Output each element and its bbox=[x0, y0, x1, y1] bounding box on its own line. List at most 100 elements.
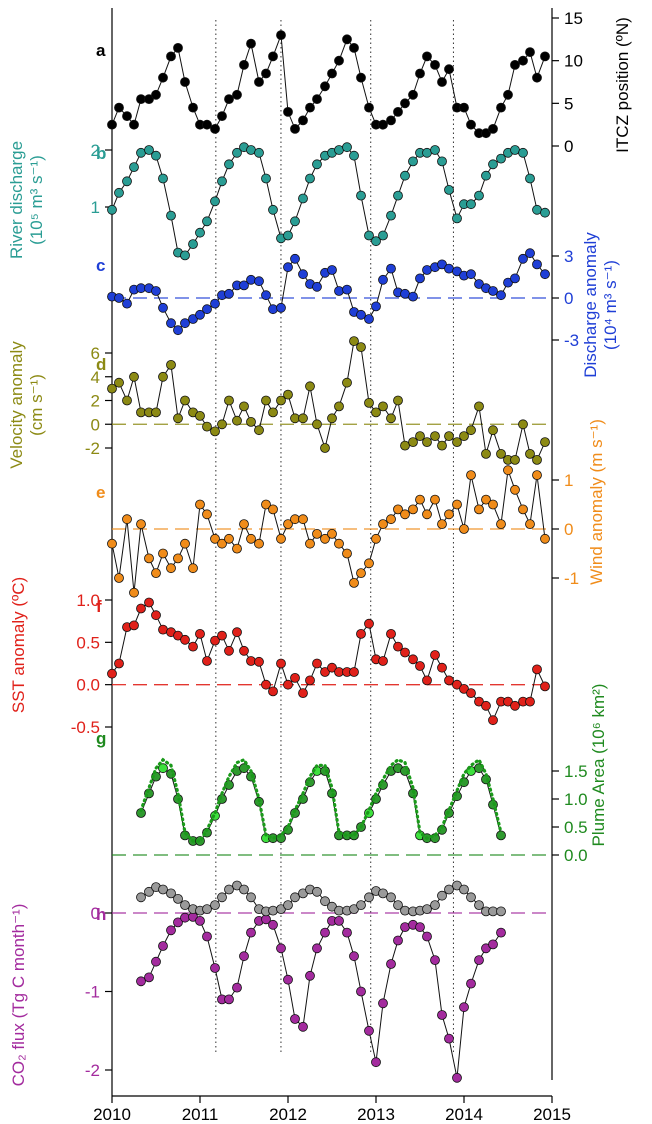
data-point-a bbox=[459, 102, 469, 113]
data-point-c bbox=[276, 302, 286, 313]
data-point-e bbox=[444, 509, 454, 520]
data-point-b bbox=[107, 204, 117, 215]
data-point-b bbox=[224, 159, 234, 170]
data-point-b bbox=[452, 213, 462, 224]
data-point-c bbox=[239, 280, 249, 291]
data-point-a bbox=[415, 68, 425, 79]
data-point-d bbox=[334, 401, 344, 412]
y-axis-label-d: Velocity anomaly(cm s⁻¹) bbox=[7, 341, 46, 469]
data-point-d bbox=[239, 401, 249, 412]
data-point-e bbox=[437, 519, 447, 529]
data-point-a bbox=[283, 107, 293, 117]
data-point-h bbox=[173, 917, 183, 928]
data-point-f bbox=[400, 647, 410, 658]
data-point-b bbox=[444, 184, 454, 195]
y-tick-label-f: 0.5 bbox=[76, 633, 100, 652]
data-point-f bbox=[312, 658, 322, 669]
data-point-d bbox=[305, 381, 315, 392]
data-point-e bbox=[334, 538, 344, 549]
data-point-h bbox=[290, 892, 300, 903]
data-point-d bbox=[525, 448, 535, 459]
panel-f: -0.5 0.0 0.5 1.0f SST anomaly (ºC) bbox=[9, 577, 552, 737]
data-point-e bbox=[188, 563, 198, 574]
data-point-a bbox=[349, 43, 359, 53]
data-point-g bbox=[496, 830, 506, 841]
data-point-h bbox=[466, 978, 476, 989]
data-point-h bbox=[298, 1021, 308, 1032]
data-point-e bbox=[129, 587, 139, 598]
data-point-f bbox=[276, 658, 286, 669]
data-point-a bbox=[180, 77, 190, 87]
data-point-f bbox=[408, 654, 418, 665]
data-point-c bbox=[254, 276, 264, 287]
data-point-e bbox=[415, 494, 425, 505]
y-axis-label-part: ITCZ position (ºN) bbox=[613, 17, 632, 153]
data-point-f bbox=[136, 603, 146, 614]
data-point-e bbox=[166, 563, 176, 574]
data-point-f bbox=[144, 597, 154, 608]
data-point-d bbox=[298, 413, 308, 424]
data-point-d bbox=[151, 407, 161, 418]
y-tick-label-b: 2 bbox=[91, 141, 100, 160]
data-point-c bbox=[261, 290, 271, 301]
data-point-b bbox=[188, 239, 198, 250]
data-point-b bbox=[210, 196, 220, 207]
data-point-h bbox=[444, 1033, 454, 1044]
data-point-d bbox=[173, 413, 183, 424]
data-point-b bbox=[400, 170, 410, 181]
data-point-d bbox=[114, 377, 124, 388]
data-point-d bbox=[254, 425, 264, 436]
data-point-e bbox=[474, 504, 484, 515]
data-point-h bbox=[166, 925, 176, 936]
panel-label-b: b bbox=[96, 144, 106, 163]
data-point-e bbox=[122, 514, 132, 525]
data-point-h bbox=[283, 900, 293, 910]
y-tick-label-e: 1 bbox=[564, 471, 573, 490]
data-point-d bbox=[195, 410, 205, 421]
data-point-a bbox=[188, 102, 198, 113]
data-point-e bbox=[298, 514, 308, 525]
data-point-a bbox=[320, 81, 330, 92]
data-point-h bbox=[459, 884, 469, 895]
y-tick-label-d: -2 bbox=[85, 439, 100, 458]
data-point-c bbox=[342, 284, 352, 295]
data-point-f bbox=[254, 656, 264, 667]
data-point-b bbox=[129, 162, 139, 173]
data-point-h bbox=[356, 900, 366, 910]
data-point-b bbox=[305, 173, 315, 184]
data-point-e bbox=[532, 470, 542, 481]
data-point-h bbox=[144, 972, 154, 983]
data-point-h bbox=[232, 982, 242, 993]
data-point-a bbox=[217, 111, 227, 121]
y-tick-label-g: 0.0 bbox=[564, 846, 588, 865]
data-point-d bbox=[452, 437, 462, 448]
data-point-e bbox=[356, 568, 366, 578]
panel-label-a: a bbox=[96, 41, 106, 60]
data-point-d bbox=[320, 443, 330, 453]
data-point-b bbox=[342, 142, 352, 153]
data-point-c bbox=[334, 286, 344, 296]
data-point-e bbox=[151, 568, 161, 578]
data-point-h bbox=[283, 974, 293, 985]
data-point-b bbox=[518, 147, 528, 158]
data-point-e bbox=[378, 519, 388, 529]
series-line-d bbox=[111, 340, 546, 461]
data-point-f bbox=[415, 661, 425, 671]
data-point-h bbox=[144, 886, 154, 897]
data-point-h bbox=[268, 905, 278, 916]
data-point-h bbox=[334, 916, 344, 926]
data-point-e bbox=[305, 538, 315, 549]
y-tick-label-h: -2 bbox=[85, 1061, 100, 1080]
data-point-g bbox=[158, 763, 168, 774]
data-point-b bbox=[166, 210, 176, 221]
data-point-a bbox=[158, 72, 168, 83]
y-tick-label-d: 0 bbox=[91, 415, 100, 434]
y-tick-label-d: 4 bbox=[91, 368, 100, 387]
data-point-a bbox=[496, 102, 506, 113]
panel-d: -2 0 2 4 6d Velocity anomaly(cm s⁻¹) bbox=[7, 336, 552, 469]
data-point-h bbox=[268, 919, 278, 930]
data-point-f bbox=[540, 681, 550, 692]
data-point-c bbox=[496, 290, 506, 301]
data-point-c bbox=[173, 325, 183, 336]
data-point-b bbox=[254, 147, 264, 158]
